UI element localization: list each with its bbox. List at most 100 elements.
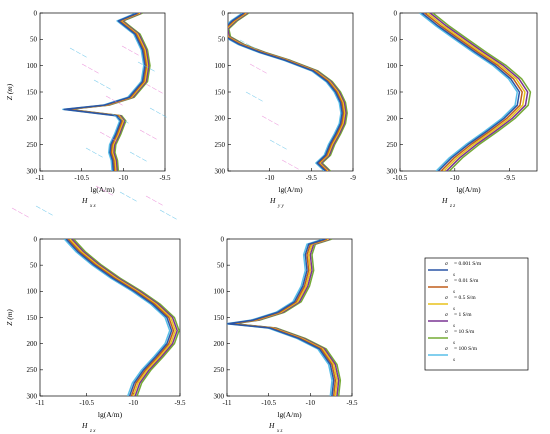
legend-symbol: σ — [445, 329, 448, 335]
series-line-6 — [228, 13, 342, 171]
panel-subtitle-subscript: x z — [276, 429, 282, 434]
x-tick-label: -10.5 — [393, 174, 408, 182]
y-tick-label: 200 — [27, 115, 38, 123]
y-tick-label: 300 — [215, 167, 226, 175]
series-line-3 — [230, 239, 338, 396]
stray-dash — [11, 207, 31, 219]
y-tick-label: 300 — [27, 167, 38, 175]
series-line-4 — [232, 239, 340, 396]
x-tick-label: -11 — [35, 399, 45, 407]
legend-symbol: σ — [445, 312, 448, 318]
legend-item: σ = 10 S/m s — [428, 329, 475, 346]
legend-label: = 0.01 S/m — [454, 278, 479, 284]
stray-dash — [95, 185, 115, 197]
y-tick-label: 250 — [214, 366, 225, 374]
panel-subtitle-subscript: x x — [89, 204, 96, 209]
y-tick-label: 0 — [221, 235, 225, 243]
legend-subscript: s — [453, 290, 455, 295]
stray-dash — [159, 209, 179, 221]
y-tick-label: 150 — [214, 314, 225, 322]
x-tick-label: -9.5 — [306, 174, 318, 182]
y-tick-label: 0 — [222, 9, 226, 17]
legend-symbol: σ — [445, 295, 448, 301]
series-line-5 — [432, 13, 532, 171]
stray-dash — [99, 131, 119, 143]
series-line-5 — [228, 13, 348, 171]
y-tick-label: 100 — [214, 288, 225, 296]
series-line-1 — [227, 239, 335, 396]
stray-dash — [121, 45, 141, 57]
y-tick-label: 200 — [214, 340, 225, 348]
x-tick-label: -10.5 — [261, 399, 276, 407]
legend-subscript: s — [453, 341, 455, 346]
series-line-2 — [228, 13, 345, 171]
y-tick-label: 250 — [27, 366, 38, 374]
y-tick-label: 150 — [215, 88, 226, 96]
y-tick-label: 100 — [215, 62, 226, 70]
stray-dash — [119, 191, 139, 203]
series-line-5 — [73, 239, 180, 396]
x-tick-label: -9.5 — [159, 174, 171, 182]
legend-item: σ = 0.01 S/m s — [428, 278, 479, 295]
legend-item: σ = 0.001 S/m s — [428, 261, 482, 278]
x-tick-label: -10 — [306, 399, 316, 407]
y-tick-label: 100 — [27, 288, 38, 296]
stray-dash — [281, 159, 301, 171]
series-line-6 — [63, 239, 171, 396]
legend-symbol: σ — [445, 278, 448, 284]
series-line-1 — [421, 13, 521, 171]
y-tick-label: 200 — [387, 115, 398, 123]
legend-subscript: s — [453, 324, 455, 329]
legend-subscript: s — [453, 358, 455, 363]
legend-symbol: σ — [445, 346, 448, 352]
legend-box — [424, 257, 529, 371]
series-line-4 — [71, 239, 178, 396]
stray-dash — [149, 107, 169, 119]
legend-label: = 0.5 S/m — [454, 295, 476, 301]
legend-label: = 10 S/m — [454, 329, 475, 335]
y-tick-label: 300 — [387, 167, 398, 175]
x-axis-label: lg(A/m) — [98, 410, 123, 419]
y-tick-label: 150 — [387, 88, 398, 96]
x-tick-label: -9.5 — [174, 399, 186, 407]
y-tick-label: 300 — [214, 392, 225, 400]
panel-hxx: 050100150200250300-11-10.5-10-9.5lg(A/m)… — [5, 9, 171, 209]
series-line-2 — [424, 13, 523, 171]
chart-panels: 050100150200250300-11-10.5-10-9.5lg(A/m)… — [5, 9, 538, 434]
x-axis-label: lg(A/m) — [456, 185, 481, 194]
legend-item: σ = 1 S/m s — [428, 312, 472, 329]
y-axis-label: Z (m) — [5, 309, 14, 326]
panel-hxz: 0 50 100 150 200 250 300-11 -10.5 -10 -9.5 lg(A/m)… — [214, 235, 359, 434]
legend-subscript: s — [453, 273, 455, 278]
series-line-1 — [63, 13, 146, 171]
stray-dash — [139, 129, 159, 141]
x-tick-label: -10 — [265, 174, 275, 182]
x-tick-label: -11 — [222, 399, 232, 407]
plot-frame — [39, 12, 166, 172]
stray-dash — [111, 113, 131, 125]
y-tick-label: 250 — [387, 141, 398, 149]
y-axis-label: Z (m) — [5, 83, 14, 100]
stray-dash — [245, 91, 265, 103]
legend-label: = 0.001 S/m — [454, 261, 482, 267]
series-line-4 — [228, 13, 347, 171]
series-group — [62, 13, 151, 171]
y-tick-label: 50 — [217, 261, 225, 269]
x-tick-label: -10 — [119, 174, 129, 182]
stray-dash — [239, 39, 259, 51]
panel-subtitle: H — [81, 421, 88, 430]
legend: σ = 0.001 S/msσ = 0.01 S/msσ = 0.5 S/msσ = 1… — [424, 257, 529, 371]
panel-hzx: 0 50 100 150 200 250 300-11 -10.5 -10 -9.5 lg(A/m)… — [5, 235, 186, 434]
y-tick-label: 250 — [215, 141, 226, 149]
x-tick-label: -10.5 — [74, 174, 89, 182]
series-line-3 — [69, 239, 177, 396]
legend-label: = 1 S/m — [454, 312, 472, 318]
panel-subtitle: H — [81, 196, 88, 205]
x-tick-label: -10 — [450, 174, 460, 182]
legend-subscript: s — [453, 307, 455, 312]
panel-hzz: 0 50 100 150 200 250 300-10.5 -10 -9.5 lg(A/m) Hz … — [387, 9, 538, 209]
y-tick-label: 50 — [30, 261, 38, 269]
y-tick-label: 50 — [390, 36, 398, 44]
series-group — [419, 13, 532, 171]
